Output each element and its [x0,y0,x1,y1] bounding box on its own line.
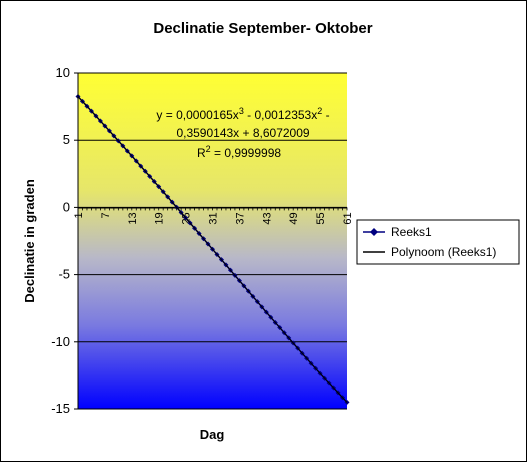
y-axis-label: Declinatie in graden [22,179,37,303]
y-tick-label: -15 [51,401,70,416]
x-tick-label: 7 [100,212,112,218]
trendline-polynoom [77,96,348,403]
legend-label-reeks1: Reeks1 [391,225,432,239]
legend: Reeks1 Polynoom (Reeks1) [356,219,520,265]
y-tick-label: -10 [51,334,70,349]
legend-box [356,219,520,265]
x-axis-ticks: 17131925313743495561 [73,207,354,225]
equation-line-1: y = 0,0000165x3 - 0,0012353x2 - [156,106,329,122]
y-tick-label: 0 [63,199,70,214]
x-tick-label: 31 [208,212,220,224]
legend-marker-reeks1 [370,228,378,236]
y-tick-label: -5 [58,267,70,282]
x-tick-label: 19 [154,212,166,224]
y-tick-label: 10 [56,65,70,80]
x-tick-label: 43 [261,212,273,224]
series-layer [75,94,350,405]
y-tick-label: 5 [63,132,70,147]
x-tick-label: 49 [288,212,300,224]
x-axis-label: Dag [200,427,225,442]
x-tick-label: 61 [342,212,354,224]
x-tick-label: 37 [234,212,246,224]
trendline-equation: y = 0,0000165x3 - 0,0012353x2 - 0,359014… [156,106,329,160]
x-tick-label: 13 [127,212,139,224]
equation-line-2: 0,3590143x + 8,6072009 [176,126,309,140]
x-tick-label: 1 [73,212,85,218]
legend-label-polynoom: Polynoom (Reeks1) [391,245,496,259]
x-tick-label: 55 [315,212,327,224]
equation-r-squared: R2 = 0,9999998 [197,144,281,160]
y-axis-ticks: 10 5 0 -5 -10 -15 [51,65,78,416]
chart-title: Declinatie September- Oktober [153,20,372,37]
